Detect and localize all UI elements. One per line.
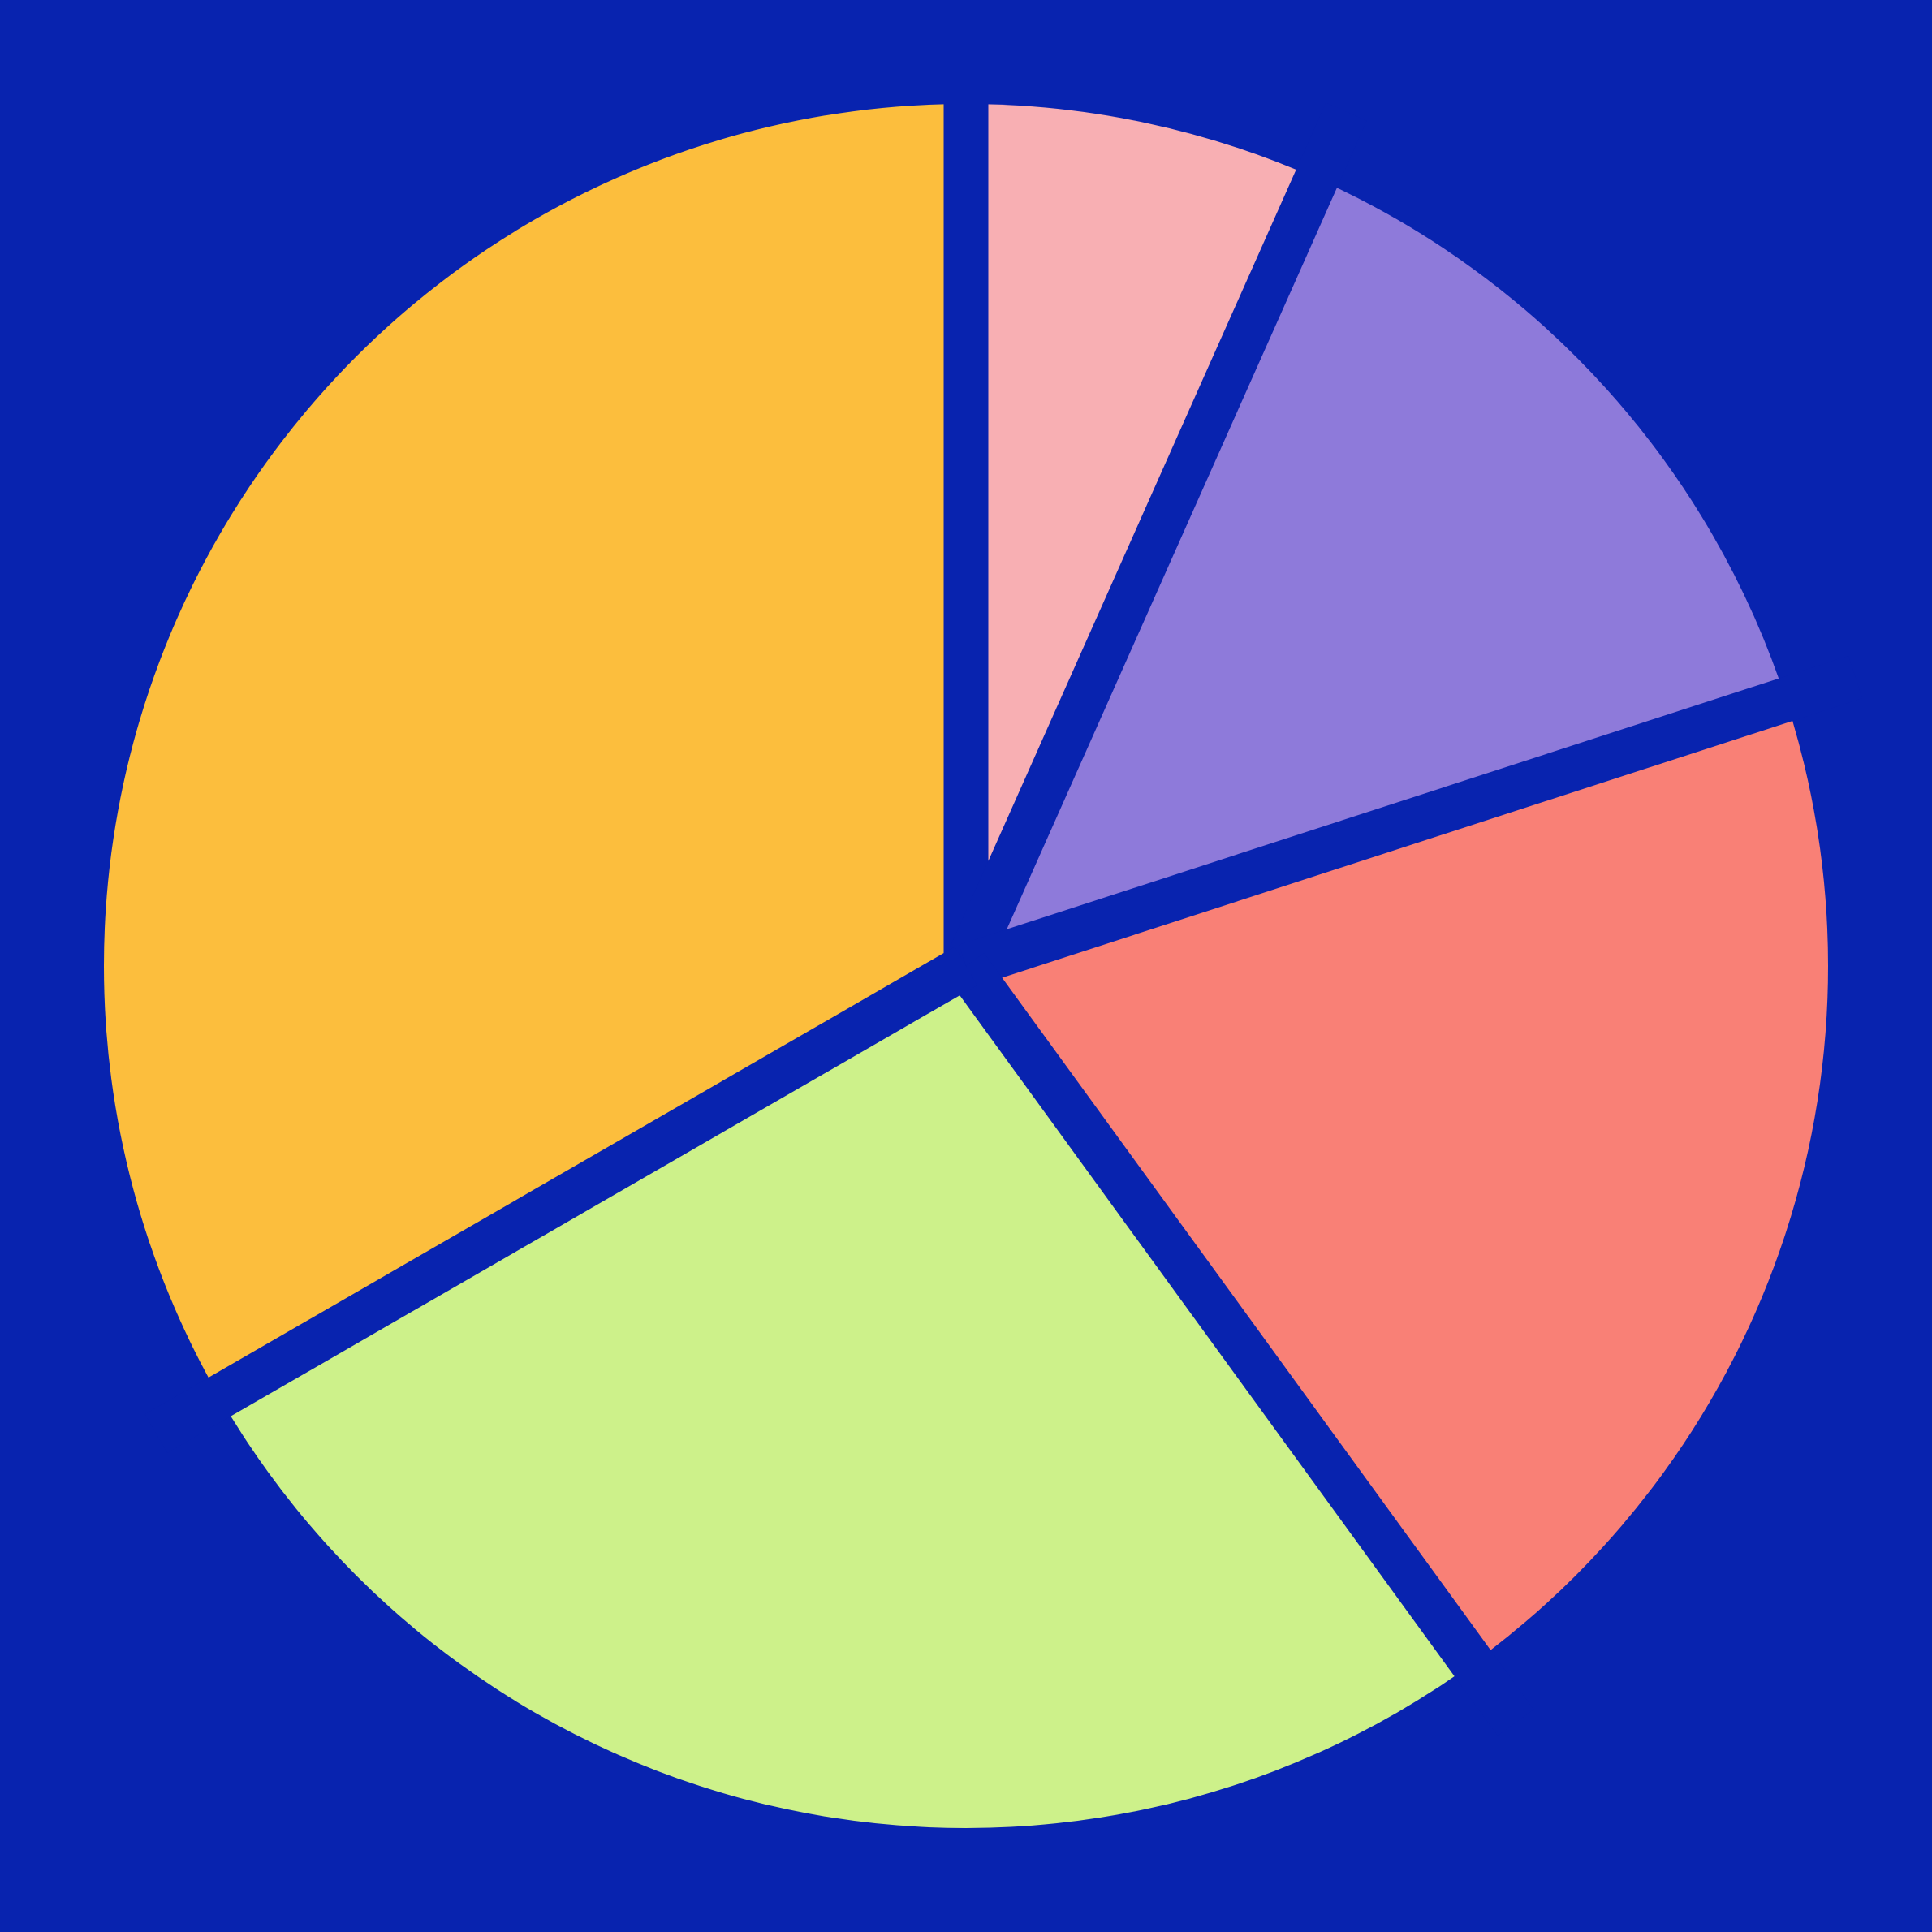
slice-divider-line [947,952,1534,1736]
slice-divider-line [945,102,1367,976]
pie-slice-coral [966,699,1828,1664]
slice-divider-line [959,655,1863,988]
pie-slice-green [219,966,1473,1828]
slice-divider-line [144,947,977,1453]
pie-slice-purple [966,178,1787,967]
